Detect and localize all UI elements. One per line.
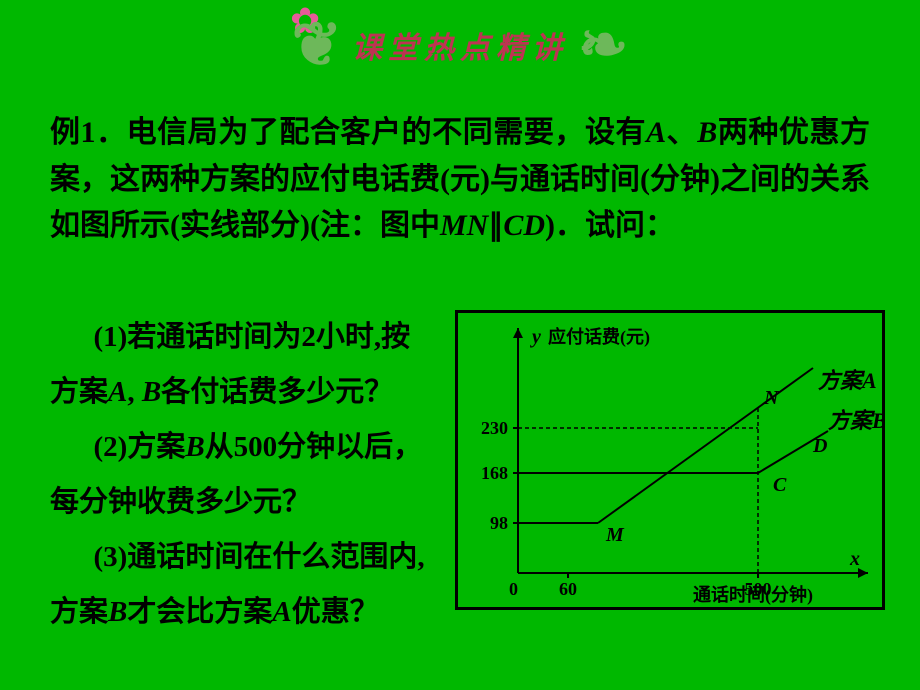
var-A: A	[646, 116, 666, 149]
svg-text:N: N	[763, 387, 780, 409]
q3-line2: 方案B才会比方案A优惠？	[50, 585, 450, 640]
questions-block: (1)若通话时间为2小时,按 方案A, B各付话费多少元？ (2)方案B从500…	[50, 310, 450, 641]
svg-text:500: 500	[745, 579, 772, 599]
q1-line1: (1)若通话时间为2小时,按	[50, 310, 450, 365]
var-B: B	[697, 116, 717, 149]
leaf-left-icon: ❦	[292, 15, 342, 75]
var-CD: CD	[503, 209, 545, 242]
leaf-right-icon: ❧	[578, 15, 628, 75]
svg-text:0: 0	[509, 579, 518, 599]
svg-text:D: D	[812, 435, 827, 457]
q2-line1: (2)方案B从500分钟以后，	[50, 420, 450, 475]
q1-line2: 方案A, B各付话费多少元？	[50, 365, 450, 420]
problem-text-1: 例1．电信局为了配合客户的不同需要，设有	[50, 116, 646, 149]
q2-line2: 每分钟收费多少元？	[50, 475, 450, 530]
parallel-symbol: ∥	[488, 209, 503, 242]
svg-text:y: y	[530, 326, 541, 348]
var-MN: MN	[440, 209, 488, 242]
chart-container: y应付话费(元)x通话时间(分钟)98168230060500MN方案ACD方案…	[455, 310, 885, 610]
svg-text:M: M	[605, 524, 625, 546]
q3-line1: (3)通话时间在什么范围内,	[50, 530, 450, 585]
svg-text:C: C	[773, 474, 787, 496]
title-banner: ❦ 课堂热点精讲 ❧	[292, 15, 629, 75]
svg-text:方案B: 方案B	[828, 408, 882, 433]
svg-text:98: 98	[490, 513, 508, 533]
problem-text-2: 、	[666, 116, 697, 149]
banner-title: 课堂热点精讲	[342, 23, 578, 67]
svg-text:230: 230	[481, 418, 508, 438]
problem-text-4: )．试问：	[545, 209, 675, 242]
svg-text:168: 168	[481, 463, 508, 483]
svg-text:60: 60	[559, 579, 577, 599]
problem-statement: 例1．电信局为了配合客户的不同需要，设有A、B两种优惠方案，这两种方案的应付电话…	[50, 110, 870, 250]
chart-svg: y应付话费(元)x通话时间(分钟)98168230060500MN方案ACD方案…	[458, 313, 882, 607]
svg-text:应付话费(元): 应付话费(元)	[548, 326, 650, 348]
svg-text:x: x	[849, 548, 860, 570]
svg-text:方案A: 方案A	[818, 368, 877, 393]
